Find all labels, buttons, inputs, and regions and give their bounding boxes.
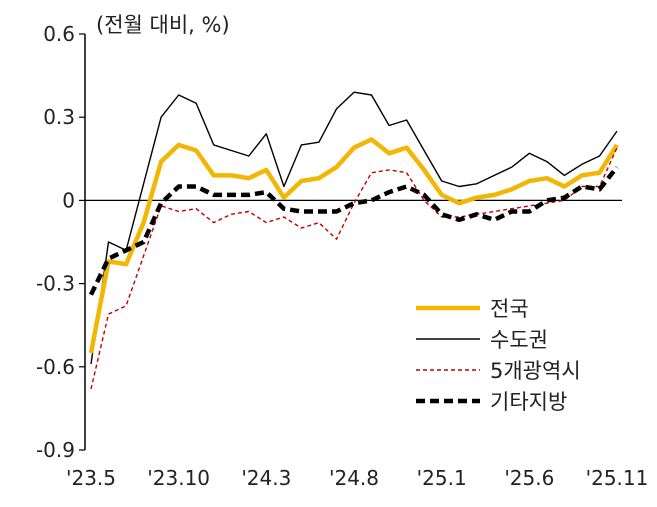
y-tick-label: 0.6 bbox=[43, 22, 75, 46]
x-tick-label: '25.1 bbox=[417, 466, 467, 490]
y-tick-label: -0.9 bbox=[36, 438, 75, 462]
series-line-3 bbox=[88, 165, 619, 296]
series-line-0 bbox=[88, 137, 619, 354]
x-tick-label: '25.6 bbox=[504, 466, 554, 490]
x-tick-label: '25.11 bbox=[586, 466, 649, 490]
legend-label: 5개광역시 bbox=[490, 359, 581, 383]
x-tick-label: '23.10 bbox=[147, 466, 210, 490]
x-tick-label: '23.5 bbox=[66, 466, 116, 490]
y-tick-label: 0 bbox=[62, 188, 75, 212]
unit-label: (전월 대비, %) bbox=[96, 13, 230, 37]
y-tick-label: -0.6 bbox=[36, 355, 75, 379]
legend-label: 기타지방 bbox=[490, 390, 567, 414]
series-line-2 bbox=[90, 147, 618, 390]
y-tick-label: -0.3 bbox=[36, 272, 75, 296]
y-tick-label: 0.3 bbox=[43, 105, 75, 129]
axes: 0.6 0.3 0 -0.3 -0.6 -0.9 '23.5 '23.10 '24.3 '24.8… bbox=[36, 22, 648, 490]
series-layer bbox=[88, 91, 619, 390]
legend-label: 전국 bbox=[490, 297, 529, 321]
x-tick-label: '24.3 bbox=[241, 466, 291, 490]
x-tick-label: '24.8 bbox=[329, 466, 379, 490]
series-line-1 bbox=[90, 91, 618, 365]
legend-label: 수도권 bbox=[490, 328, 548, 352]
